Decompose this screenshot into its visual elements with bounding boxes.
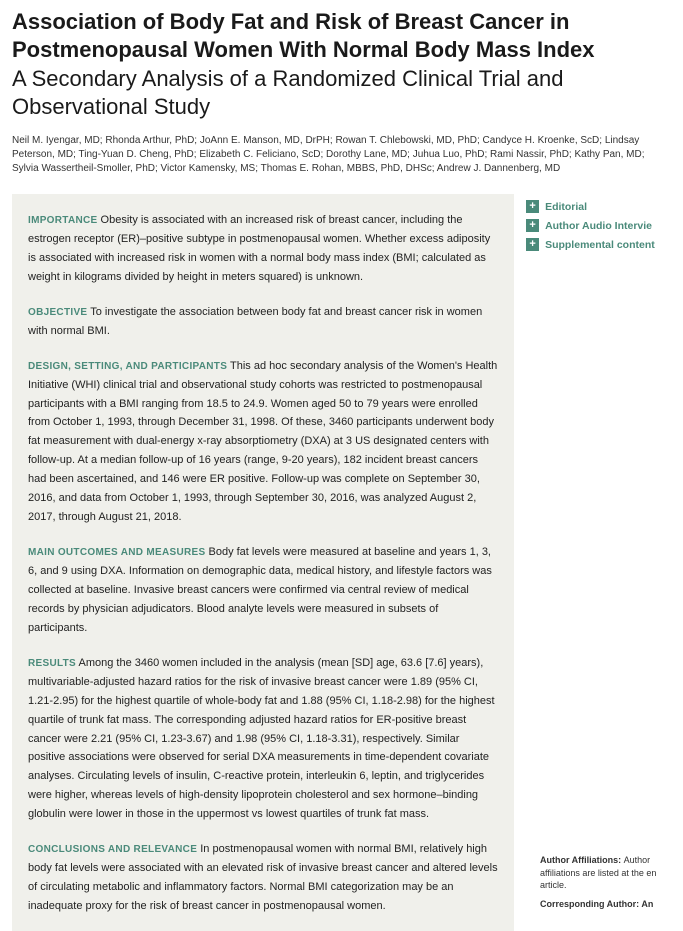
editorial-label: Editorial	[545, 201, 587, 213]
abstract-importance: IMPORTANCE Obesity is associated with an…	[28, 210, 498, 286]
abstract-outcomes: MAIN OUTCOMES AND MEASURES Body fat leve…	[28, 542, 498, 637]
authors-list: Neil M. Iyengar, MD; Rhonda Arthur, PhD;…	[12, 134, 671, 176]
abstract-box: IMPORTANCE Obesity is associated with an…	[12, 194, 514, 931]
outcomes-text: Body fat levels were measured at baselin…	[28, 546, 492, 634]
importance-text: Obesity is associated with an increased …	[28, 214, 490, 283]
objective-label: OBJECTIVE	[28, 307, 87, 318]
title-area: Association of Body Fat and Risk of Brea…	[0, 0, 683, 194]
objective-text: To investigate the association between b…	[28, 306, 482, 337]
abstract-design: DESIGN, SETTING, AND PARTICIPANTS This a…	[28, 356, 498, 526]
plus-icon: +	[526, 238, 539, 251]
abstract-results: RESULTS Among the 3460 women included in…	[28, 653, 498, 823]
design-text: This ad hoc secondary analysis of the Wo…	[28, 360, 497, 524]
results-label: RESULTS	[28, 658, 76, 669]
affiliations-block: Author Affiliations: Author affiliations…	[540, 854, 680, 910]
audio-link[interactable]: + Author Audio Intervie	[526, 219, 671, 232]
article-subtitle: A Secondary Analysis of a Randomized Cli…	[12, 65, 671, 120]
editorial-link[interactable]: + Editorial	[526, 200, 671, 213]
conclusions-label: CONCLUSIONS AND RELEVANCE	[28, 844, 197, 855]
audio-label: Author Audio Intervie	[545, 220, 652, 232]
corresponding-author-label: Corresponding Author: An	[540, 898, 680, 910]
sidebar: + Editorial + Author Audio Intervie + Su…	[514, 194, 671, 931]
results-text: Among the 3460 women included in the ana…	[28, 657, 495, 821]
supplemental-label: Supplemental content	[545, 239, 655, 251]
abstract-conclusions: CONCLUSIONS AND RELEVANCE In postmenopau…	[28, 839, 498, 915]
supplemental-link[interactable]: + Supplemental content	[526, 238, 671, 251]
plus-icon: +	[526, 200, 539, 213]
affiliations-label: Author Affiliations:	[540, 855, 624, 865]
article-title: Association of Body Fat and Risk of Brea…	[12, 8, 671, 63]
abstract-objective: OBJECTIVE To investigate the association…	[28, 302, 498, 340]
plus-icon: +	[526, 219, 539, 232]
outcomes-label: MAIN OUTCOMES AND MEASURES	[28, 547, 205, 558]
importance-label: IMPORTANCE	[28, 215, 97, 226]
content-row: IMPORTANCE Obesity is associated with an…	[0, 194, 683, 931]
design-label: DESIGN, SETTING, AND PARTICIPANTS	[28, 361, 227, 372]
